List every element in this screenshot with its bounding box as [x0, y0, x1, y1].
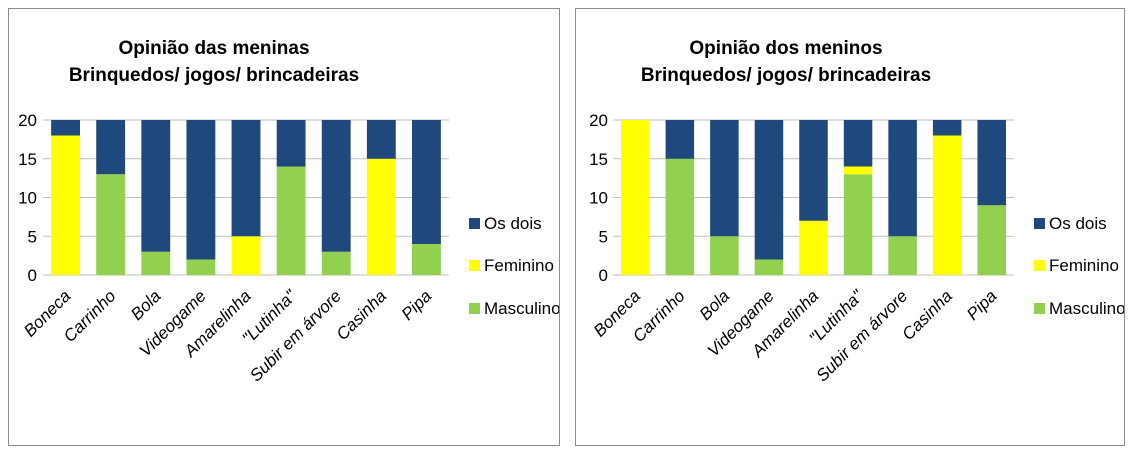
chart-boys: Opinião dos meninos Brinquedos/ jogos/ br… — [589, 38, 1124, 385]
legend-label: Os dois — [484, 214, 542, 233]
bar-segment-os-dois — [231, 120, 261, 237]
legend-swatch — [1034, 260, 1045, 271]
bar-segment-masculino — [186, 259, 216, 275]
bar-segment-masculino — [276, 166, 306, 275]
bar-segment-masculino — [412, 244, 441, 275]
bar-segment-masculino — [710, 236, 739, 275]
x-category-label: Bola — [696, 286, 733, 323]
legend-swatch — [1034, 218, 1045, 229]
bar-segment-masculino — [888, 236, 917, 275]
legend-label: Os dois — [1049, 214, 1107, 233]
legend-label: Masculino — [1049, 299, 1124, 318]
legend-label: Masculino — [484, 299, 559, 318]
chart-subtitle: Brinquedos/ jogos/ brincadeiras — [641, 65, 931, 86]
x-category-label: Bola — [127, 286, 164, 323]
bar-segment-os-dois — [141, 120, 171, 252]
legend-label: Feminino — [1049, 256, 1119, 275]
legend-swatch — [469, 303, 480, 314]
bar-segment-os-dois — [51, 120, 80, 136]
chart-panel-boys: Opinião dos meninos Brinquedos/ jogos/ br… — [575, 8, 1125, 446]
y-tick-label: 0 — [599, 266, 608, 285]
chart-panel-girls: Opinião das meninas Brinquedos/ jogos/ br… — [8, 8, 560, 446]
bar-segment-os-dois — [366, 120, 396, 159]
bar-segment-os-dois — [799, 120, 828, 221]
bar-segment-os-dois — [710, 120, 739, 237]
legend-swatch — [469, 218, 480, 229]
bar-segment-feminino — [366, 158, 396, 275]
bar-segment-feminino — [799, 220, 828, 275]
chart-subtitle: Brinquedos/ jogos/ brincadeiras — [69, 65, 359, 86]
chart-title: Opinião dos meninos — [689, 38, 882, 59]
y-tick-label: 0 — [28, 266, 37, 285]
bar-segment-feminino — [621, 120, 650, 275]
y-tick-label: 5 — [28, 227, 37, 246]
bar-segment-feminino — [51, 135, 80, 275]
bar-segment-masculino — [754, 259, 784, 275]
legend-label: Feminino — [484, 256, 554, 275]
x-category-label: Casinha — [333, 286, 391, 344]
bar-segment-masculino — [96, 174, 126, 275]
y-tick-label: 5 — [599, 227, 608, 246]
chart-girls: Opinião das meninas Brinquedos/ jogos/ br… — [18, 38, 559, 385]
bar-segment-os-dois — [96, 120, 126, 175]
bar-segment-os-dois — [276, 120, 306, 167]
bar-segment-os-dois — [932, 120, 962, 136]
bar-segment-os-dois — [888, 120, 917, 237]
legend-swatch — [1034, 303, 1045, 314]
bar-segment-masculino — [321, 251, 351, 275]
y-tick-label: 15 — [18, 150, 37, 169]
bar-segment-os-dois — [186, 120, 216, 260]
y-tick-label: 10 — [589, 189, 608, 208]
bar-segment-os-dois — [321, 120, 351, 252]
bar-segment-os-dois — [843, 120, 873, 167]
bar-segment-masculino — [977, 205, 1006, 275]
y-tick-label: 20 — [589, 111, 608, 130]
y-tick-label: 10 — [18, 189, 37, 208]
chart-title: Opinião das meninas — [118, 38, 309, 59]
y-tick-label: 20 — [18, 111, 37, 130]
legend-swatch — [469, 260, 480, 271]
bar-segment-os-dois — [754, 120, 784, 260]
bar-segment-feminino — [932, 135, 962, 275]
bar-segment-masculino — [843, 174, 873, 275]
bar-segment-os-dois — [665, 120, 695, 159]
y-tick-label: 15 — [589, 150, 608, 169]
x-category-label: Pipa — [963, 286, 1000, 323]
bar-segment-os-dois — [977, 120, 1006, 206]
bar-segment-masculino — [665, 158, 695, 275]
x-category-label: Pipa — [398, 286, 435, 323]
bar-segment-feminino — [843, 166, 873, 175]
bar-segment-masculino — [141, 251, 171, 275]
bar-segment-os-dois — [412, 120, 441, 244]
x-category-label: Casinha — [898, 286, 956, 344]
bar-segment-feminino — [231, 236, 261, 275]
